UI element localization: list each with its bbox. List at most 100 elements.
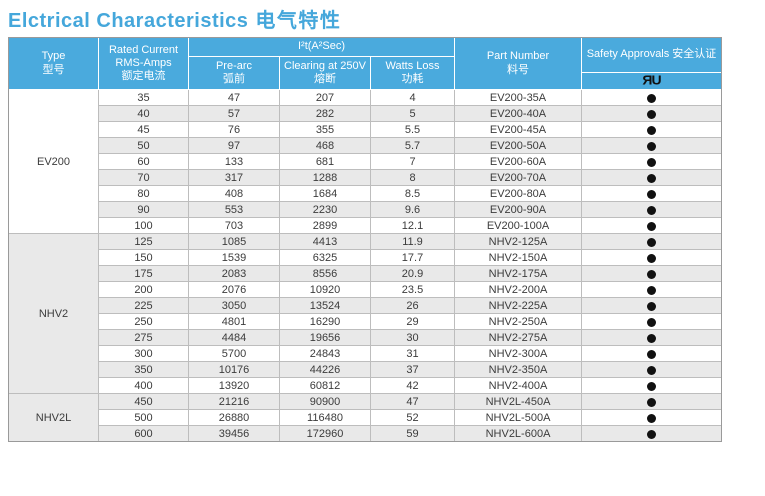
cell-clearing: 2899 [279,217,371,235]
col-header-rated-current: Rated Current RMS-Amps 额定电流 [98,36,189,91]
cell-watts-loss: 8.5 [369,185,456,203]
cell-rated-current: 35 [98,89,189,107]
cell-part-number: NHV2-125A [454,233,583,251]
cell-watts-loss: 11.9 [369,233,456,251]
cell-pre-arc: 10176 [188,361,280,379]
col-header-type-zh: 型号 [42,63,65,76]
cell-part-number: NHV2L-600A [454,425,583,443]
cell-ul-approved [581,425,723,443]
table-row: 400 13920 60812 42 NHV2-400A [9,377,723,395]
table-row: 250 4801 16290 29 NHV2-250A [9,313,723,331]
cell-rated-current: 40 [98,105,189,123]
cell-pre-arc: 57 [188,105,280,123]
cell-clearing: 116480 [279,409,371,427]
ul-approved-dot [647,429,657,439]
col-header-clearing-zh: 熔断 [314,73,336,86]
table-row: NHV2 125 1085 4413 11.9 NHV2-125A [8,233,723,395]
cell-rated-current: 90 [98,201,189,219]
ul-approved-dot [647,93,657,103]
table-row: 600 39456 172960 59 NHV2L-600A [9,425,723,443]
table-row: NHV2L 450 21216 90900 47 NHV2L-450A [8,393,723,443]
cell-pre-arc: 39456 [188,425,280,443]
cell-watts-loss: 4 [369,89,456,107]
table-row: 150 1539 6325 17.7 NHV2-150A [9,249,723,267]
cell-rated-current: 450 [98,393,189,411]
cell-clearing: 1684 [279,185,371,203]
cell-ul-approved [581,393,723,411]
cell-rated-current: 150 [98,249,189,267]
cell-pre-arc: 553 [188,201,280,219]
col-header-part-zh: 料号 [507,63,530,76]
table-row: 275 4484 19656 30 NHV2-275A [9,329,723,347]
col-header-watts-en: Watts Loss [385,59,440,72]
cell-clearing: 1288 [279,169,371,187]
cell-rated-current: 50 [98,137,189,155]
cell-part-number: NHV2-200A [454,281,583,299]
cell-rated-current: 100 [98,217,189,235]
cell-rated-current: 175 [98,265,189,283]
cell-watts-loss: 5 [369,105,456,123]
cell-ul-approved [581,297,723,315]
cell-pre-arc: 76 [188,121,280,139]
table-row: 50 97 468 5.7 EV200-50A [9,137,723,155]
col-header-pre-arc-en: Pre-arc [215,59,253,72]
table-header: Type 型号 Rated Current RMS-Amps 额定电流 I²t(… [8,36,723,91]
ul-approved-dot [647,413,657,423]
ul-approved-dot [647,285,657,295]
cell-ul-approved [581,105,723,123]
ul-approved-dot [647,189,657,199]
cell-part-number: EV200-100A [454,217,583,235]
table-row: 350 10176 44226 37 NHV2-350A [9,361,723,379]
cell-clearing: 282 [279,105,371,123]
cell-clearing: 13524 [279,297,371,315]
cell-pre-arc: 2076 [188,281,280,299]
ul-approved-dot [647,317,657,327]
cell-clearing: 355 [279,121,371,139]
cell-pre-arc: 13920 [188,377,280,395]
col-header-safety-approvals: Safety Approvals 安全认证 [581,37,723,73]
cell-ul-approved [581,409,723,427]
cell-ul-approved [581,313,723,331]
cell-part-number: NHV2-400A [454,377,583,395]
cell-clearing: 8556 [279,265,371,283]
cell-part-number: NHV2-250A [454,313,583,331]
cell-clearing: 681 [279,153,371,171]
cell-watts-loss: 26 [369,297,456,315]
cell-rated-current: 60 [98,153,189,171]
cell-pre-arc: 3050 [188,297,280,315]
table-row: 200 2076 10920 23.5 NHV2-200A [9,281,723,299]
cell-ul-approved [581,265,723,283]
ul-approved-dot [647,397,657,407]
cell-pre-arc: 1085 [188,233,280,251]
page-title: Elctrical Characteristics 电气特性 [8,4,341,33]
cell-ul-approved [581,281,723,299]
cell-watts-loss: 8 [369,169,456,187]
cell-clearing: 16290 [279,313,371,331]
cell-pre-arc: 703 [188,217,280,235]
col-header-part-number: Part Number 料号 [454,36,583,91]
cell-part-number: EV200-45A [454,121,583,139]
cell-pre-arc: 97 [188,137,280,155]
cell-clearing: 10920 [279,281,371,299]
cell-watts-loss: 12.1 [369,217,456,235]
table-row: EV200 35 47 207 4 EV200-35A [8,89,723,235]
col-header-type: Type 型号 [8,36,99,91]
cell-watts-loss: 37 [369,361,456,379]
col-header-pre-arc: Pre-arc 弧前 [188,55,280,91]
ul-logo-cell: ЯU [581,71,723,91]
cell-ul-approved [581,217,723,235]
cell-part-number: NHV2-175A [454,265,583,283]
col-header-rated-zh: 额定电流 [121,70,166,83]
cell-part-number: EV200-80A [454,185,583,203]
cell-watts-loss: 9.6 [369,201,456,219]
cell-pre-arc: 2083 [188,265,280,283]
cell-part-number: NHV2L-500A [454,409,583,427]
cell-rated-current: 45 [98,121,189,139]
cell-ul-approved [581,121,723,139]
cell-pre-arc: 133 [188,153,280,171]
cell-rated-current: 200 [98,281,189,299]
cell-ul-approved [581,201,723,219]
type-group-cell: NHV2L [8,393,99,443]
col-header-part-en: Part Number [486,50,550,63]
cell-watts-loss: 52 [369,409,456,427]
